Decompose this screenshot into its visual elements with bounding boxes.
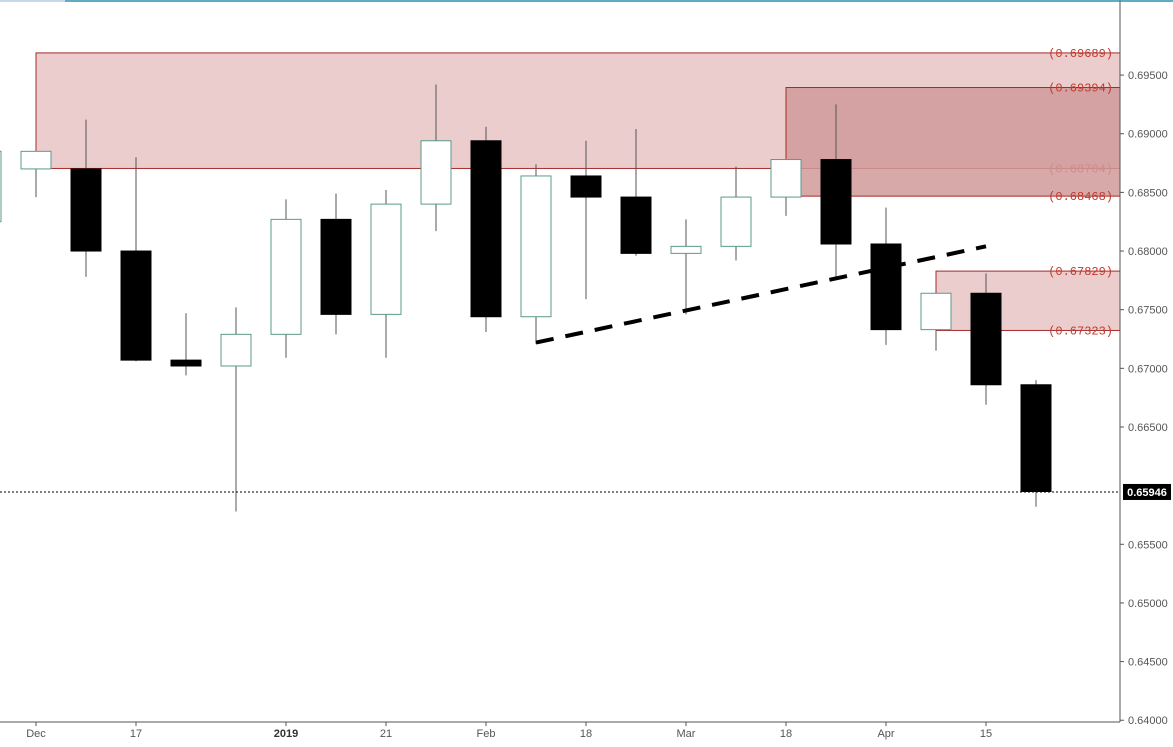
trendline-layer (535, 244, 987, 345)
zone-2-label-1: (0.67323) (1048, 324, 1113, 338)
candle-12-body (570, 175, 602, 198)
y-tick-label-2: 0.68500 (1128, 187, 1168, 199)
candle-19-body (920, 292, 952, 331)
candle-5[interactable] (220, 307, 252, 512)
candle-14[interactable] (670, 219, 702, 315)
candle-0[interactable] (0, 145, 2, 227)
y-tick-label-3: 0.68000 (1128, 246, 1168, 258)
candle-8[interactable] (370, 190, 402, 358)
candle-6[interactable] (270, 199, 302, 358)
candle-13[interactable] (620, 129, 652, 256)
candle-20[interactable] (970, 273, 1002, 405)
current-price-tag (1123, 483, 1171, 500)
candle-21[interactable] (1020, 380, 1052, 507)
candle-3[interactable] (120, 157, 152, 362)
x-tick-label-2: 2019 (274, 728, 298, 740)
candle-6-body (270, 218, 302, 335)
zone-1-label-0: (0.69394) (1048, 82, 1113, 96)
current-price-layer: 0.65946 (0, 483, 1171, 500)
trendline (535, 244, 987, 345)
zone-2-label-0: (0.67829) (1048, 265, 1113, 279)
candle-15[interactable] (720, 166, 752, 261)
x-tick-label-9: 15 (980, 728, 992, 740)
x-tick-label-8: Apr (877, 728, 894, 740)
candle-7-body (320, 218, 352, 315)
candle-7[interactable] (320, 193, 352, 335)
zones-layer: (0.69689)(0.68704)(0.69394)(0.68468)(0.6… (35, 47, 1121, 338)
candle-17-body (820, 159, 852, 245)
zone-2 (935, 270, 1121, 331)
candle-1-body (20, 150, 52, 170)
y-tick-label-10: 0.64000 (1128, 715, 1168, 727)
candle-2[interactable] (70, 119, 102, 277)
candle-21-body (1020, 384, 1052, 493)
candle-15-body (720, 196, 752, 247)
zone-1-label-1: (0.68468) (1048, 190, 1113, 204)
x-tick-label-0: Dec (26, 728, 46, 740)
candle-9[interactable] (420, 84, 452, 232)
candle-5-body (220, 333, 252, 367)
candle-11-body (520, 175, 552, 318)
candle-4[interactable] (170, 313, 202, 376)
y-tick-label-5: 0.67000 (1128, 363, 1168, 375)
candle-13-body (620, 196, 652, 254)
y-tick-label-0: 0.69500 (1128, 70, 1168, 82)
current-price-label: 0.65946 (1127, 487, 1167, 499)
candle-0-body (0, 150, 2, 223)
y-tick-label-7: 0.65500 (1128, 539, 1168, 551)
y-tick-label-9: 0.64500 (1128, 657, 1168, 669)
candle-3-body (120, 250, 152, 361)
candle-2-body (70, 168, 102, 252)
candle-9-body (420, 140, 452, 205)
x-tick-label-4: Feb (477, 728, 496, 740)
candle-17[interactable] (820, 104, 852, 280)
candle-11[interactable] (520, 164, 552, 344)
candle-16-body (770, 159, 802, 198)
x-tick-label-6: Mar (677, 728, 696, 740)
candle-4-body (170, 359, 202, 367)
candle-16[interactable] (770, 159, 802, 216)
candle-12[interactable] (570, 140, 602, 300)
candle-18[interactable] (870, 207, 902, 345)
candles-layer (0, 84, 1052, 512)
candle-10-body (470, 140, 502, 318)
candle-8-body (370, 203, 402, 315)
x-tick-label-5: 18 (580, 728, 592, 740)
y-tick-label-8: 0.65000 (1128, 598, 1168, 610)
candle-10[interactable] (470, 126, 502, 332)
x-tick-label-7: 18 (780, 728, 792, 740)
x-tick-label-1: 17 (130, 728, 142, 740)
candle-20-body (970, 292, 1002, 386)
y-tick-label-1: 0.69000 (1128, 129, 1168, 141)
zone-0-label-0: (0.69689) (1048, 47, 1113, 61)
candle-19[interactable] (920, 292, 952, 351)
y-tick-label-4: 0.67500 (1128, 305, 1168, 317)
x-tick-label-3: 21 (380, 728, 392, 740)
candle-18-body (870, 243, 902, 331)
candle-14-body (670, 245, 702, 254)
y-tick-label-6: 0.66500 (1128, 422, 1168, 434)
candle-1[interactable] (20, 150, 52, 198)
